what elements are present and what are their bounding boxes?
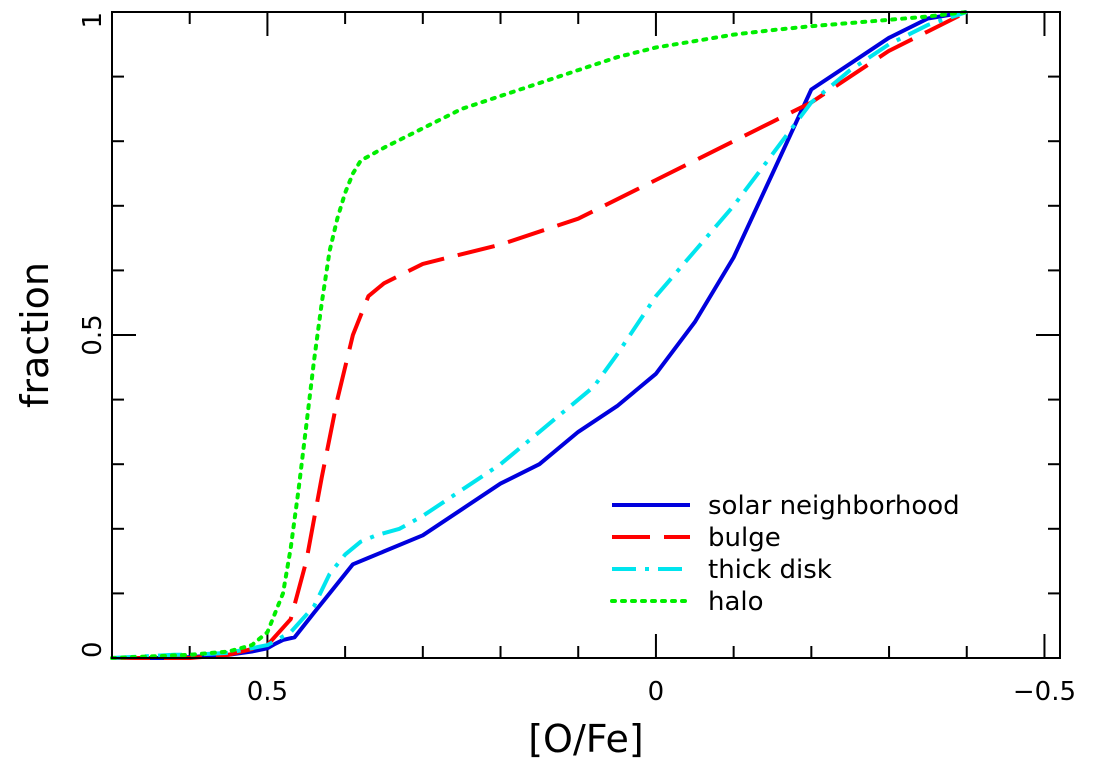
legend-label-bulge: bulge [708,523,781,553]
axis-ticks [111,11,1060,659]
tick-labels: 0.5 0 −0.5 0 0.5 1 [78,12,1076,707]
legend-label-halo: halo [708,587,764,617]
legend-label-thick-disk: thick disk [708,555,832,585]
y-tick-label: 1 [78,12,108,29]
x-tick-label: −0.5 [1013,677,1076,707]
y-tick-label: 0 [78,641,108,658]
x-tick-label: 0.5 [247,677,288,707]
x-axis-label: [O/Fe] [528,717,644,761]
series-solar-neighborhood-line [112,10,968,660]
x-tick-label: 0 [648,677,665,707]
legend-label-solar-neighborhood: solar neighborhood [708,491,960,521]
y-tick-label: 0.5 [78,314,108,355]
series-halo-line [110,10,969,660]
plot-frame [111,11,1061,659]
series-thick-disk-line [111,10,968,660]
y-axis-label: fraction [13,262,57,408]
series-lines [110,10,969,660]
series-bulge-line [112,10,968,660]
